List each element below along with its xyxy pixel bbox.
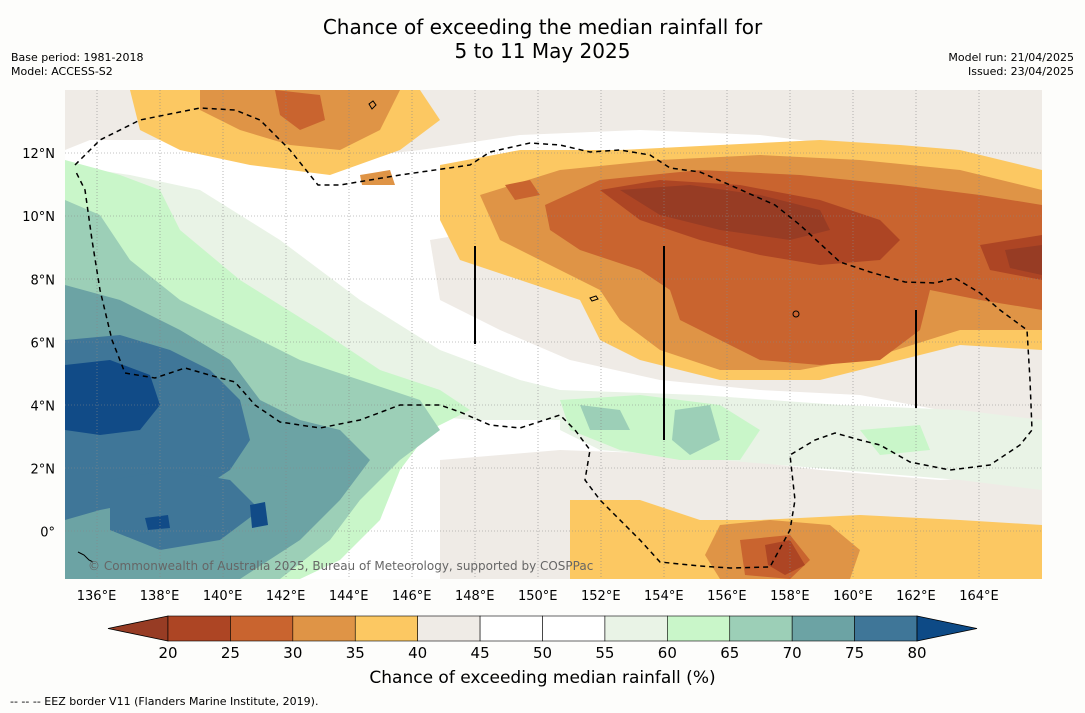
zone-below-20 xyxy=(620,185,830,240)
lon-label: 152°E xyxy=(581,589,621,604)
latitude-labels: 12°N 10°N 8°N 6°N 4°N 2°N 0° xyxy=(22,147,55,541)
lon-label: 162°E xyxy=(896,589,936,604)
lat-label: 4°N xyxy=(31,399,56,414)
lat-label: 6°N xyxy=(31,336,56,351)
meta-left: Base period: 1981-2018 Model: ACCESS-S2 xyxy=(11,51,143,79)
zone-20-25-south xyxy=(765,540,805,575)
zone-25-30-small xyxy=(505,180,540,200)
zone-below-20-east xyxy=(1005,245,1042,275)
lat-label: 8°N xyxy=(31,273,56,288)
colorbar-tick-label: 40 xyxy=(408,644,427,662)
lon-label: 146°E xyxy=(392,589,432,604)
colorbar-segment xyxy=(854,615,918,642)
zone-25-30-nw xyxy=(275,90,325,130)
colorbar-tick-label: 80 xyxy=(907,644,926,662)
colorbar-tick-label: 55 xyxy=(595,644,614,662)
lon-label: 140°E xyxy=(203,589,243,604)
zone-30-35-small xyxy=(360,170,395,185)
lon-label: 144°E xyxy=(329,589,369,604)
colorbar-tick-label: 70 xyxy=(783,644,802,662)
colorbar-segment xyxy=(729,615,793,642)
lon-label: 154°E xyxy=(644,589,684,604)
colorbar-tick-label: 25 xyxy=(221,644,240,662)
lat-label: 10°N xyxy=(22,210,55,225)
model-run: Model run: 21/04/2025 xyxy=(948,51,1074,64)
colorbar-segment xyxy=(791,615,855,642)
lon-label: 142°E xyxy=(266,589,306,604)
marker-lines xyxy=(474,246,917,440)
zone-65-70-east2 xyxy=(672,405,720,455)
copyright-text: © Commonwealth of Australia 2025, Bureau… xyxy=(88,559,593,573)
issued-date: Issued: 23/04/2025 xyxy=(967,65,1074,78)
colorbar-segment xyxy=(230,615,294,642)
colorbar-segment xyxy=(167,615,231,642)
base-period: Base period: 1981-2018 xyxy=(11,51,144,64)
colorbar-tick-label: 30 xyxy=(283,644,302,662)
map-gridlines xyxy=(65,90,1042,579)
colorbar-segment xyxy=(604,615,668,642)
lat-label: 0° xyxy=(40,526,55,541)
colorbar-segment xyxy=(354,615,418,642)
colorbar-under-arrow xyxy=(107,615,169,642)
colorbar-tick-label: 50 xyxy=(533,644,552,662)
lon-label: 156°E xyxy=(707,589,747,604)
eez-border xyxy=(74,107,1033,569)
meta-right: Model run: 21/04/2025 Issued: 23/04/2025 xyxy=(948,51,1074,79)
zone-75-80-south xyxy=(110,470,260,550)
colorbar-tick-label: 45 xyxy=(471,644,490,662)
rainfall-map-area xyxy=(65,90,1042,579)
longitude-labels: 136°E 138°E 140°E 142°E 144°E 146°E 148°E 150°E… xyxy=(77,589,999,604)
colorbar-tick-label: 75 xyxy=(845,644,864,662)
colorbar-segment xyxy=(292,615,356,642)
lat-label: 12°N xyxy=(22,147,55,162)
map-title-line1: Chance of exceeding the median rainfall … xyxy=(322,15,763,39)
colorbar-over-arrow xyxy=(916,615,978,642)
zone-above-80-small xyxy=(250,502,268,528)
colorbar-segment xyxy=(542,615,606,642)
eez-footnote: -- -- -- EEZ border V11 (Flanders Marine… xyxy=(10,695,319,708)
map-title-line2: 5 to 11 May 2025 xyxy=(454,39,631,63)
lon-label: 160°E xyxy=(833,589,873,604)
lat-label: 2°N xyxy=(31,463,56,478)
zone-above-80-small2 xyxy=(145,515,170,530)
islands xyxy=(77,100,800,563)
zone-65-70-east1 xyxy=(580,405,630,430)
lon-label: 138°E xyxy=(140,589,180,604)
lon-label: 148°E xyxy=(455,589,495,604)
colorbar-segment xyxy=(479,615,543,642)
lon-label: 136°E xyxy=(77,589,117,604)
lon-label: 164°E xyxy=(959,589,999,604)
model-name: Model: ACCESS-S2 xyxy=(11,65,113,78)
colorbar-tick-label: 35 xyxy=(346,644,365,662)
colorbar-ticks: 20 25 30 35 40 45 50 55 60 65 70 75 80 xyxy=(158,644,926,662)
colorbar-title: Chance of exceeding median rainfall (%) xyxy=(369,668,716,688)
colorbar xyxy=(107,615,978,642)
colorbar-tick-label: 60 xyxy=(658,644,677,662)
zone-above-80 xyxy=(65,360,160,435)
colorbar-tick-label: 65 xyxy=(720,644,739,662)
zone-60-65-small xyxy=(860,425,930,455)
colorbar-tick-label: 20 xyxy=(158,644,177,662)
colorbar-segment xyxy=(667,615,731,642)
lon-label: 150°E xyxy=(518,589,558,604)
colorbar-segment xyxy=(417,615,481,642)
lon-label: 158°E xyxy=(770,589,810,604)
